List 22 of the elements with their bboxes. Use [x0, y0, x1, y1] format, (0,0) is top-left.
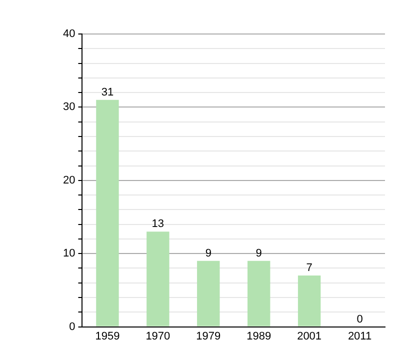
y-tick-label: 30 [62, 101, 76, 114]
x-tick-label: 1979 [196, 330, 221, 342]
bar [146, 232, 170, 326]
y-tick-label: 10 [62, 248, 76, 260]
data-label: 31 [101, 86, 114, 98]
y-tick-label: 0 [69, 320, 76, 333]
x-tick-label: 2001 [297, 330, 322, 342]
data-label: 13 [152, 218, 164, 230]
data-label: 7 [306, 262, 312, 274]
data-label: 0 [356, 313, 363, 326]
data-label: 9 [256, 247, 262, 260]
y-tick-label: 40 [62, 28, 76, 40]
x-tick-label: 1989 [246, 330, 272, 342]
bar [298, 276, 321, 326]
data-label: 9 [205, 247, 212, 260]
bar [247, 260, 270, 326]
bar [197, 260, 220, 326]
y-tick-label: 20 [62, 174, 76, 186]
x-tick-label: 1959 [95, 330, 120, 342]
x-tick-label: 2011 [348, 330, 372, 342]
x-tick-label: 1970 [146, 330, 170, 342]
bar [96, 100, 119, 326]
